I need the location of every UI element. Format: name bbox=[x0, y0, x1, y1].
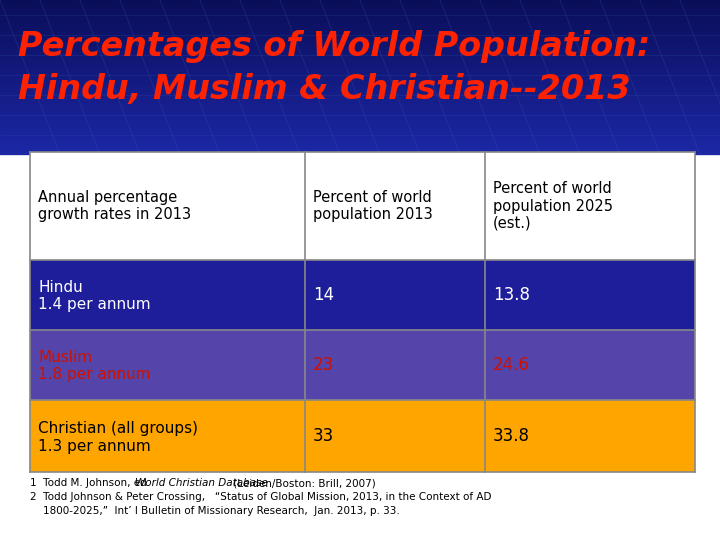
Text: 2  Todd Johnson & Peter Crossing,   “Status of Global Mission, 2013, in the Cont: 2 Todd Johnson & Peter Crossing, “Status… bbox=[30, 492, 492, 502]
Text: (Leiden/Boston: Brill, 2007): (Leiden/Boston: Brill, 2007) bbox=[230, 478, 376, 488]
Text: 1.4 per annum: 1.4 per annum bbox=[38, 298, 150, 313]
Text: 1  Todd M. Johnson, ed.: 1 Todd M. Johnson, ed. bbox=[30, 478, 153, 488]
Text: 24.6: 24.6 bbox=[493, 356, 530, 374]
Polygon shape bbox=[30, 260, 695, 330]
Text: 33: 33 bbox=[313, 427, 334, 445]
Text: Percent of world
population 2013: Percent of world population 2013 bbox=[313, 190, 433, 222]
Text: Percent of world
population 2025
(est.): Percent of world population 2025 (est.) bbox=[493, 181, 613, 231]
Text: 23: 23 bbox=[313, 356, 334, 374]
Polygon shape bbox=[30, 400, 695, 472]
Text: Christian (all groups): Christian (all groups) bbox=[38, 421, 198, 435]
Text: 14: 14 bbox=[313, 286, 334, 304]
Text: Annual percentage
growth rates in 2013: Annual percentage growth rates in 2013 bbox=[38, 190, 191, 222]
Polygon shape bbox=[30, 330, 695, 400]
Text: Muslim: Muslim bbox=[38, 349, 92, 364]
Polygon shape bbox=[30, 152, 695, 260]
Text: World Christian Database: World Christian Database bbox=[135, 478, 268, 488]
Text: Hindu, Muslim & Christian--2013: Hindu, Muslim & Christian--2013 bbox=[18, 73, 631, 106]
Text: 13.8: 13.8 bbox=[493, 286, 530, 304]
Text: 1.3 per annum: 1.3 per annum bbox=[38, 438, 150, 454]
Text: 1800-2025,”  Int’ l Bulletin of Missionary Research,  Jan. 2013, p. 33.: 1800-2025,” Int’ l Bulletin of Missionar… bbox=[30, 506, 400, 516]
Text: Hindu: Hindu bbox=[38, 280, 83, 294]
Text: 1.8 per annum: 1.8 per annum bbox=[38, 368, 150, 382]
Text: 33.8: 33.8 bbox=[493, 427, 530, 445]
Text: Percentages of World Population:: Percentages of World Population: bbox=[18, 30, 650, 63]
